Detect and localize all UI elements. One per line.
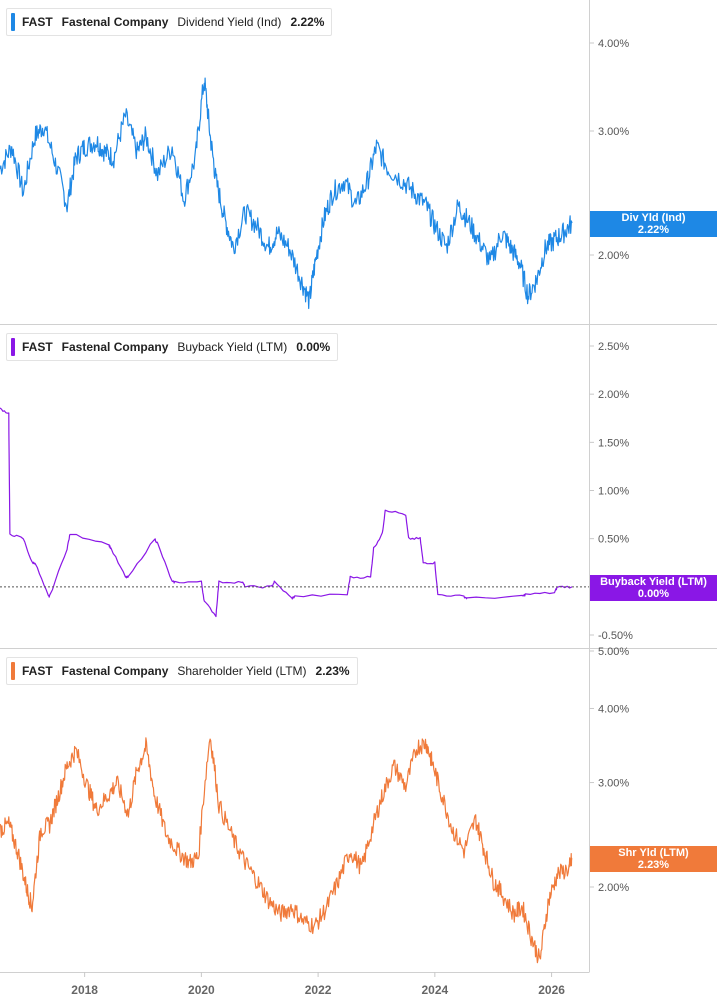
legend-company: Fastenal Company (61, 15, 169, 29)
series-line (0, 737, 573, 964)
y-tick-label: -0.50% (598, 630, 633, 642)
legend-swatch-dividend (11, 13, 15, 31)
legend-swatch-shareholder (11, 662, 15, 680)
y-tick-label: 5.00% (598, 646, 629, 658)
x-tick-label: 2020 (188, 983, 215, 997)
y-tick-label: 2.50% (598, 341, 629, 353)
value-tag-value: 2.22% (637, 224, 670, 236)
value-tag-label: Buyback Yield (LTM) (600, 576, 707, 588)
legend-shareholder: FAST Fastenal Company Shareholder Yield … (6, 657, 358, 685)
value-tag-dividend: Div Yld (Ind) 2.22% (590, 211, 717, 237)
legend-metric: Shareholder Yield (LTM) (177, 664, 307, 678)
y-tick-label: 1.00% (598, 486, 629, 498)
value-tag-label: Div Yld (Ind) (621, 212, 686, 224)
y-tick-label: 0.50% (598, 534, 629, 546)
legend-buyback: FAST Fastenal Company Buyback Yield (LTM… (6, 333, 339, 361)
y-tick-label: 4.00% (598, 38, 629, 50)
legend-metric: Buyback Yield (LTM) (177, 340, 288, 354)
value-tag-shareholder: Shr Yld (LTM) 2.23% (590, 846, 717, 872)
legend-swatch-buyback (11, 338, 15, 356)
value-tag-label: Shr Yld (LTM) (618, 847, 689, 859)
y-tick-label: 2.00% (598, 250, 629, 262)
y-tick-label: 3.00% (598, 126, 629, 138)
x-tick-label: 2018 (71, 983, 98, 997)
y-tick-label: 3.00% (598, 778, 629, 790)
y-tick-label: 1.50% (598, 437, 629, 449)
x-tick-label: 2024 (421, 983, 448, 997)
y-tick-label: 2.00% (598, 389, 629, 401)
legend-company: Fastenal Company (61, 340, 169, 354)
legend-ticker: FAST (22, 15, 53, 29)
series-line (0, 77, 573, 310)
value-tag-buyback: Buyback Yield (LTM) 0.00% (590, 575, 717, 601)
legend-value: 0.00% (296, 340, 331, 354)
legend-dividend: FAST Fastenal Company Dividend Yield (In… (6, 8, 333, 36)
value-tag-value: 2.23% (637, 859, 670, 871)
x-tick-label: 2022 (305, 983, 332, 997)
legend-ticker: FAST (22, 340, 53, 354)
series-line (0, 407, 573, 618)
y-tick-label: 2.00% (598, 882, 629, 894)
legend-metric: Dividend Yield (Ind) (177, 15, 282, 29)
legend-value: 2.23% (315, 664, 350, 678)
legend-value: 2.22% (290, 15, 325, 29)
x-tick-label: 2026 (538, 983, 565, 997)
value-tag-value: 0.00% (637, 588, 670, 600)
y-tick-label: 4.00% (598, 703, 629, 715)
legend-company: Fastenal Company (61, 664, 169, 678)
legend-ticker: FAST (22, 664, 53, 678)
